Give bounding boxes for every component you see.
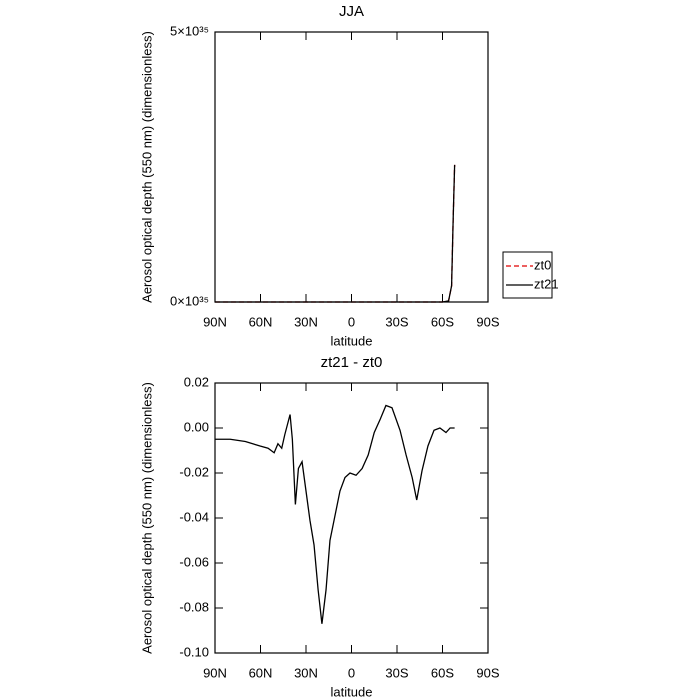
x-axis-label: latitude xyxy=(331,684,373,699)
y-tick-label: -0.02 xyxy=(179,464,209,479)
x-tick-label: 60S xyxy=(431,665,454,680)
x-axis-label: latitude xyxy=(331,333,373,348)
data-line xyxy=(215,404,455,624)
y-tick-label: 0×10³⁵ xyxy=(170,293,209,308)
x-tick-label: 0 xyxy=(348,314,355,329)
legend-label: zt0 xyxy=(534,257,551,272)
data-line xyxy=(215,164,456,303)
y-tick-label: -0.08 xyxy=(179,599,209,614)
data-line xyxy=(215,164,456,303)
x-tick-label: 30N xyxy=(294,665,318,680)
x-tick-label: 0 xyxy=(348,665,355,680)
x-tick-label: 90N xyxy=(203,665,227,680)
x-tick-label: 90S xyxy=(476,314,499,329)
x-tick-label: 30S xyxy=(385,314,408,329)
y-tick-label: 5×10³⁵ xyxy=(170,23,209,38)
y-tick-label: -0.04 xyxy=(179,509,209,524)
x-tick-label: 90N xyxy=(203,314,227,329)
y-axis-label: Aerosol optical depth (550 nm) (dimensio… xyxy=(139,31,154,303)
chart-title: zt21 - zt0 xyxy=(321,354,383,371)
y-tick-label: -0.06 xyxy=(179,554,209,569)
y-axis-label: Aerosol optical depth (550 nm) (dimensio… xyxy=(139,382,154,654)
x-tick-label: 90S xyxy=(476,665,499,680)
chart-title: JJA xyxy=(339,3,364,20)
y-tick-label: 0.02 xyxy=(184,374,209,389)
x-tick-label: 30S xyxy=(385,665,408,680)
y-tick-label: -0.10 xyxy=(179,644,209,659)
plot-frame xyxy=(214,382,489,654)
plot-frame xyxy=(214,31,489,303)
x-tick-label: 60S xyxy=(431,314,454,329)
x-tick-label: 60N xyxy=(249,314,273,329)
legend-label: zt21 xyxy=(534,276,559,291)
x-tick-label: 30N xyxy=(294,314,318,329)
legend-box xyxy=(502,251,553,299)
x-tick-label: 60N xyxy=(249,665,273,680)
y-tick-label: 0.00 xyxy=(184,419,209,434)
